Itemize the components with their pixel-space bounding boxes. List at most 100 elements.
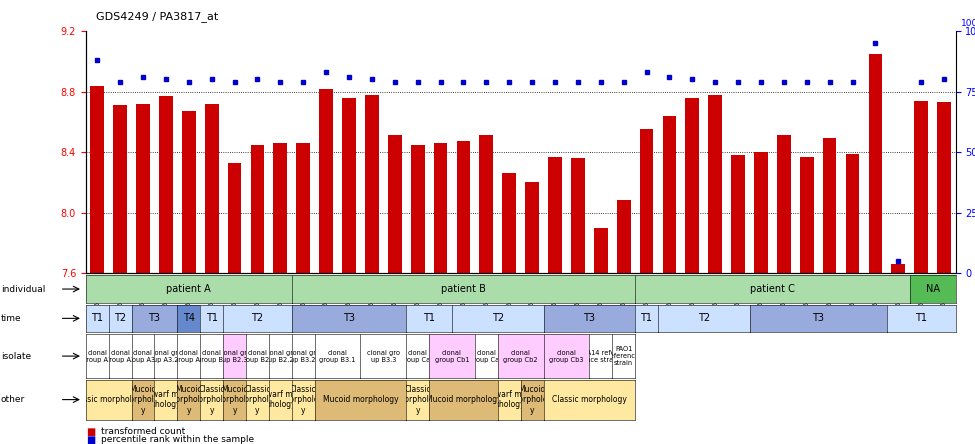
Bar [91,86,104,273]
Bar [823,139,837,273]
Text: patient A: patient A [167,284,212,294]
Text: T1: T1 [92,313,103,323]
Bar [526,182,539,273]
Text: isolate: isolate [1,352,31,361]
Text: Classic
morpholog
y: Classic morpholog y [237,385,278,415]
Bar [273,143,288,273]
Bar [800,157,813,273]
Bar [410,144,424,273]
Text: clonal
group Cb1: clonal group Cb1 [435,349,469,363]
Text: Mucoid
morpholog
y: Mucoid morpholog y [512,385,553,415]
Text: clonal
group A1: clonal group A1 [82,349,112,363]
Bar [182,111,196,273]
Text: clonal
group A4: clonal group A4 [174,349,204,363]
Text: clonal
group Cb2: clonal group Cb2 [503,349,538,363]
Bar [685,98,699,273]
Text: clonal
group A3.1: clonal group A3.1 [125,349,161,363]
Text: individual: individual [1,285,46,293]
Text: T1: T1 [423,313,435,323]
Text: Classic
morpholog
y: Classic morpholog y [397,385,439,415]
Text: Dwarf mor
phology: Dwarf mor phology [488,390,529,409]
Text: patient B: patient B [441,284,486,294]
Text: Classic
morpholog
y: Classic morpholog y [191,385,232,415]
Bar [159,96,173,273]
Bar [640,129,653,273]
Text: T3: T3 [812,313,824,323]
Text: ■: ■ [86,435,95,444]
Text: percentile rank within the sample: percentile rank within the sample [101,435,254,444]
Text: clonal gro
up A3.2: clonal gro up A3.2 [149,349,182,363]
Bar [136,103,150,273]
Bar [548,157,562,273]
Text: clonal
group Ca2: clonal group Ca2 [469,349,503,363]
Text: clonal
group Ca1: clonal group Ca1 [401,349,435,363]
Text: T3: T3 [343,313,355,323]
Text: ■: ■ [86,427,95,436]
Text: T3: T3 [148,313,161,323]
Text: T1: T1 [641,313,652,323]
Text: clonal gro
up B3.3: clonal gro up B3.3 [367,349,400,363]
Bar [617,200,631,273]
Text: clonal
group B3.1: clonal group B3.1 [320,349,356,363]
Text: patient C: patient C [750,284,795,294]
Bar [480,135,493,273]
Bar [251,144,264,273]
Bar [571,158,585,273]
Text: PA14 refer
ence strain: PA14 refer ence strain [582,349,619,363]
Text: GDS4249 / PA3817_at: GDS4249 / PA3817_at [96,11,217,22]
Bar [228,163,242,273]
Bar [502,173,516,273]
Text: other: other [1,395,25,404]
Bar [731,155,745,273]
Text: T3: T3 [583,313,596,323]
Text: clonal gro
up B2.2: clonal gro up B2.2 [264,349,296,363]
Bar [388,135,402,273]
Bar [845,154,859,273]
Text: clonal gro
up B2.3: clonal gro up B2.3 [218,349,252,363]
Text: PAO1
reference
strain: PAO1 reference strain [607,346,640,366]
Bar [365,95,378,273]
Text: Mucoid
morpholog
y: Mucoid morpholog y [168,385,210,415]
Text: time: time [1,314,21,323]
Bar [754,152,768,273]
Bar [319,88,333,273]
Text: T2: T2 [491,313,504,323]
Text: 100%: 100% [961,19,975,28]
Text: Mucoid
morpholog
y: Mucoid morpholog y [122,385,164,415]
Text: T2: T2 [252,313,263,323]
Text: Dwarf mor
phology: Dwarf mor phology [260,390,300,409]
Text: clonal
group A2: clonal group A2 [105,349,136,363]
Text: transformed count: transformed count [101,427,185,436]
Text: Classic morphology: Classic morphology [552,395,627,404]
Text: T2: T2 [698,313,710,323]
Text: Classic
morpholog
y: Classic morpholog y [283,385,324,415]
Text: clonal gro
up B3.2: clonal gro up B3.2 [287,349,320,363]
Bar [205,103,218,273]
Bar [777,135,791,273]
Text: T1: T1 [206,313,217,323]
Text: Mucoid
morpholog
y: Mucoid morpholog y [214,385,255,415]
Bar [594,228,607,273]
Bar [296,143,310,273]
Text: T4: T4 [182,313,195,323]
Text: Mucoid morphology: Mucoid morphology [323,395,398,404]
Bar [113,105,127,273]
Text: clonal
group B1: clonal group B1 [197,349,227,363]
Text: clonal
group Cb3: clonal group Cb3 [549,349,584,363]
Text: NA: NA [925,284,940,294]
Text: clonal
group B2.1: clonal group B2.1 [239,349,276,363]
Text: Classic morphology: Classic morphology [71,395,146,404]
Bar [663,116,677,273]
Text: Mucoid morphology: Mucoid morphology [426,395,501,404]
Bar [342,98,356,273]
Text: T1: T1 [916,313,927,323]
Bar [456,142,470,273]
Bar [891,264,905,273]
Bar [708,95,722,273]
Bar [915,101,928,273]
Bar [937,102,951,273]
Text: Dwarf mor
phology: Dwarf mor phology [145,390,186,409]
Text: T2: T2 [114,313,126,323]
Bar [869,54,882,273]
Bar [434,143,448,273]
